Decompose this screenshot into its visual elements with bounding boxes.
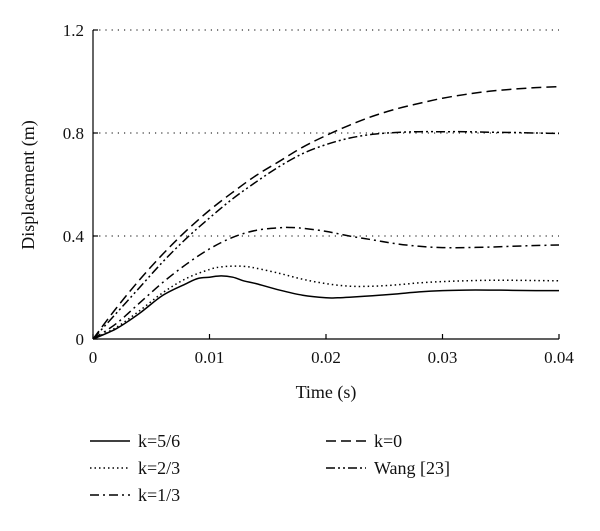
axes [92,30,559,340]
y-tick-label: 0 [76,330,85,349]
series-line [92,275,560,340]
legend: k=5/6 k=2/3 k=1/3 k=0 Wang [23] [90,431,450,505]
y-tick-label: 0.4 [63,227,85,246]
legend-label: k=2/3 [138,458,180,478]
series-line [92,226,560,340]
y-tick-label: 1.2 [63,21,84,40]
x-tick-label: 0.04 [544,348,574,367]
legend-label: Wang [23] [374,458,450,478]
legend-label: k=5/6 [138,431,180,451]
legend-label: k=1/3 [138,485,180,505]
x-axis-label: Time (s) [296,382,357,403]
x-tick-label: 0.01 [195,348,225,367]
series-lines [92,85,560,340]
series-line [92,130,560,340]
y-tick-label: 0.8 [63,124,84,143]
ticks: 0 0.4 0.8 1.2 0 0.01 0.02 0.03 0.04 [63,21,575,367]
x-tick-label: 0 [89,348,98,367]
x-tick-label: 0.02 [311,348,341,367]
y-axis-label: Displacement (m) [18,120,39,249]
legend-label: k=0 [374,431,402,451]
x-tick-label: 0.03 [428,348,458,367]
grid-lines [93,29,559,237]
series-line [92,265,560,340]
series-line [92,85,560,340]
